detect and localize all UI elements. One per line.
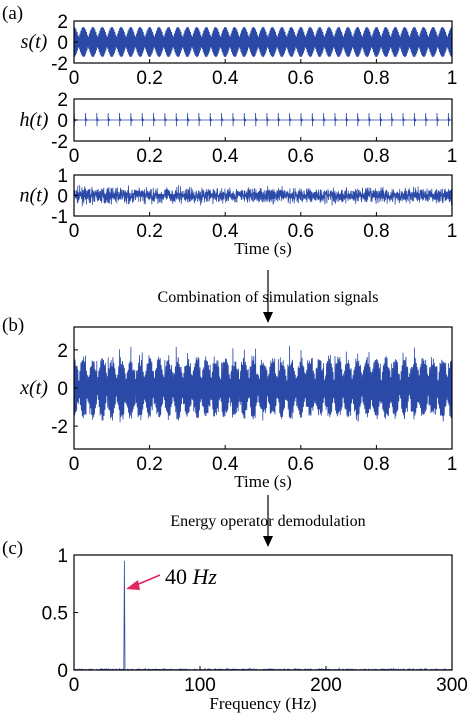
y-tick-label: 1 xyxy=(57,546,68,567)
x-tick-label: 0.6 xyxy=(288,221,314,242)
x-tick-label: 0.2 xyxy=(136,454,162,475)
panel-label-c: (c) xyxy=(2,538,23,559)
x-tick-label: 0.8 xyxy=(363,221,389,242)
x-tick-label: 0.8 xyxy=(363,454,389,475)
chart-5: 0 0.5 1 0 100 200 300 Frequency (Hz) xyxy=(42,546,468,713)
x-tick-label: 0.4 xyxy=(212,146,239,167)
y-tick-label: -2 xyxy=(51,132,68,153)
x-tick-label: 0.8 xyxy=(363,68,389,89)
y-tick-label: 0 xyxy=(57,379,68,400)
y-axis-label: n(t) xyxy=(20,185,49,207)
series-line-5 xyxy=(73,560,452,671)
x-axis-label: Time (s) xyxy=(234,239,291,258)
y-tick-label: -2 xyxy=(51,54,68,75)
x-tick-label: 0.8 xyxy=(363,146,389,167)
panel-label-b: (b) xyxy=(2,315,24,336)
flow-arrow-1 xyxy=(263,270,273,323)
series-line-4 xyxy=(73,345,453,423)
x-tick-label: 0.2 xyxy=(136,68,162,89)
flow-arrow-2 xyxy=(263,495,273,547)
x-tick-label: 1 xyxy=(447,146,458,167)
y-tick-label: 0.5 xyxy=(42,604,68,625)
x-tick-label: 0.2 xyxy=(136,221,162,242)
x-tick-label: 0 xyxy=(69,68,80,89)
y-tick-label: -1 xyxy=(51,207,68,228)
y-tick-label: 1 xyxy=(57,166,68,187)
x-tick-label: 0.4 xyxy=(212,68,239,89)
y-tick-label: 0 xyxy=(57,187,68,208)
x-tick-label: 0.4 xyxy=(212,454,239,475)
panel-label-a: (a) xyxy=(2,3,23,24)
x-tick-label: 300 xyxy=(436,675,468,696)
x-axis-label: Time (s) xyxy=(234,472,291,491)
y-tick-label: 2 xyxy=(57,90,68,111)
y-tick-label: 0 xyxy=(57,661,68,682)
y-axis-label: s(t) xyxy=(21,31,48,53)
y-axis-label: h(t) xyxy=(20,109,49,131)
x-tick-label: 1 xyxy=(447,221,458,242)
x-tick-label: 1 xyxy=(447,454,458,475)
y-tick-label: 2 xyxy=(57,341,68,362)
plot-frame-5 xyxy=(73,554,453,671)
x-tick-label: 1 xyxy=(447,68,458,89)
y-tick-label: -2 xyxy=(51,417,68,438)
y-tick-label: 0 xyxy=(57,111,68,132)
peak-annotation-text: 40 Hz xyxy=(165,564,217,589)
x-tick-label: 0 xyxy=(69,221,80,242)
x-tick-label: 0 xyxy=(69,675,80,696)
x-tick-label: 0.6 xyxy=(288,454,314,475)
series-line-2 xyxy=(73,112,452,127)
series-line-1 xyxy=(73,26,453,58)
y-axis-label: x(t) xyxy=(19,377,48,399)
x-tick-label: 0.4 xyxy=(212,221,239,242)
x-tick-label: 200 xyxy=(310,675,342,696)
x-axis-label: Frequency (Hz) xyxy=(209,694,316,713)
x-tick-label: 0.2 xyxy=(136,146,162,167)
peak-annotation: 40 Hz xyxy=(126,564,217,590)
x-tick-label: 0 xyxy=(69,146,80,167)
series-line-3 xyxy=(73,184,453,207)
y-tick-label: 0 xyxy=(57,33,68,54)
x-tick-label: 0.6 xyxy=(288,68,314,89)
x-tick-label: 0 xyxy=(69,454,80,475)
y-tick-label: 2 xyxy=(57,12,68,33)
x-tick-label: 100 xyxy=(184,675,216,696)
x-tick-label: 0.6 xyxy=(288,146,314,167)
